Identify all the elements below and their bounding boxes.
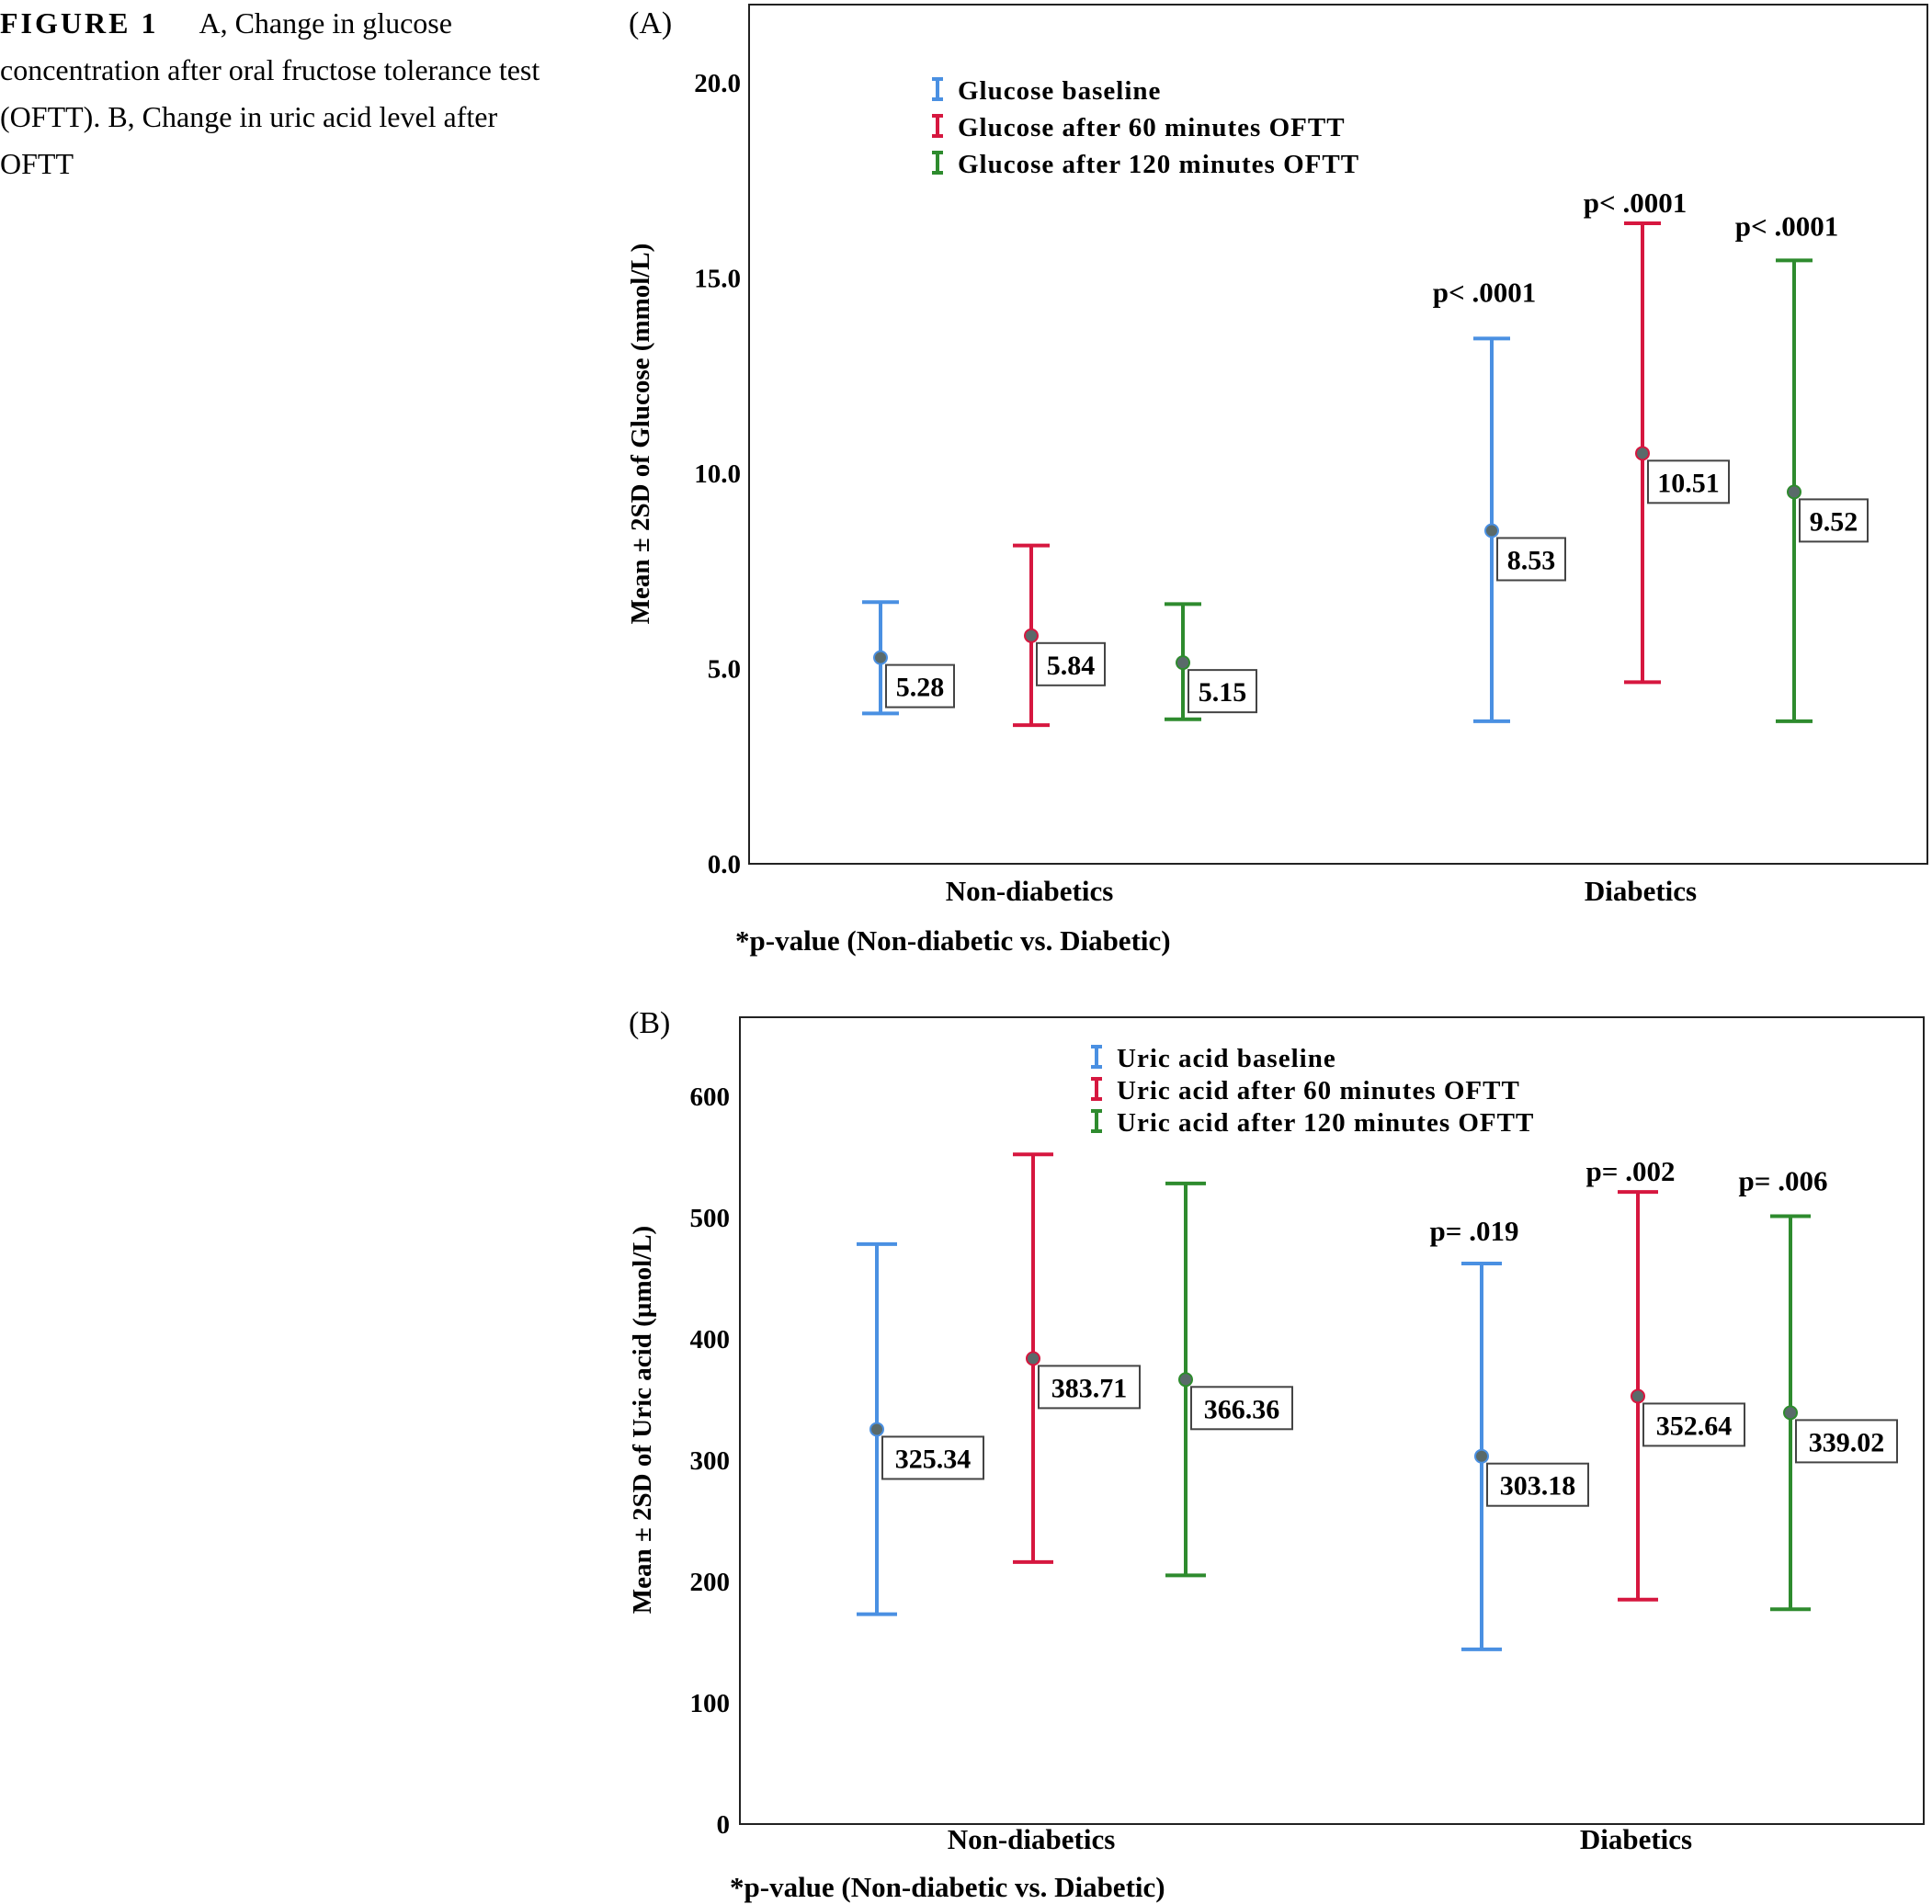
mean-point	[869, 1422, 884, 1437]
data-label-box	[1038, 1365, 1141, 1410]
errorbar-min60: 5.84	[1013, 543, 1106, 728]
y-tick-label: 0.0	[708, 850, 741, 879]
y-tick-label: 20.0	[694, 69, 741, 98]
panel-label: (B)	[629, 1006, 670, 1040]
data-label: 325.34	[895, 1444, 972, 1474]
x-category-label: Non-diabetics	[946, 875, 1114, 907]
data-label-box	[885, 663, 955, 708]
legend-item: Glucose after 60 minutes OFTT	[932, 113, 1346, 142]
y-tick-label: 200	[690, 1568, 731, 1597]
data-label: 8.53	[1507, 545, 1556, 575]
data-label-box	[1486, 1462, 1589, 1507]
x-category-label: Diabetics	[1580, 1823, 1692, 1855]
x-category-label: Diabetics	[1585, 875, 1697, 907]
y-tick-label: 5.0	[708, 655, 741, 685]
y-tick-label: 100	[690, 1689, 731, 1718]
data-label: 9.52	[1810, 506, 1858, 537]
data-label: 5.15	[1199, 677, 1247, 708]
x-category-label: Non-diabetics	[948, 1823, 1116, 1855]
mean-point	[1178, 1372, 1193, 1388]
data-label-box	[881, 1435, 984, 1480]
errorbar-baseline: 325.34	[857, 1241, 984, 1616]
y-tick-label: 600	[690, 1082, 731, 1112]
figure-label: FIGURE 1	[0, 6, 159, 40]
p-value-label: p= .002	[1586, 1155, 1676, 1187]
p-value-label: p< .0001	[1433, 276, 1536, 308]
legend-label: Glucose after 60 minutes OFTT	[958, 113, 1346, 142]
data-label: 383.71	[1051, 1373, 1128, 1403]
errorbar-min120: 339.02 p= .006	[1739, 1165, 1898, 1612]
data-label: 352.64	[1656, 1411, 1733, 1441]
mean-point	[1026, 1351, 1040, 1366]
y-tick-label: 500	[690, 1204, 731, 1233]
figure-caption: FIGURE 1 A, Change in glucose concentrati…	[0, 0, 551, 187]
legend-label: Uric acid after 60 minutes OFTT	[1117, 1076, 1520, 1105]
data-label-box	[1795, 1419, 1898, 1464]
p-value-label: p= .006	[1739, 1165, 1828, 1197]
legend-label: Glucose baseline	[958, 76, 1161, 106]
plot-frame	[739, 1016, 1925, 1825]
panel-label: (A)	[629, 6, 672, 40]
legend-label: Glucose after 120 minutes OFTT	[958, 150, 1359, 179]
errorbar-min60: 383.71	[1013, 1152, 1141, 1564]
legend-label: Uric acid after 120 minutes OFTT	[1117, 1108, 1534, 1138]
errorbar-min60: 352.64 p= .002	[1586, 1155, 1745, 1602]
mean-point	[1787, 484, 1801, 500]
legend-item: Glucose after 120 minutes OFTT	[932, 150, 1359, 179]
legend-item: Uric acid after 120 minutes OFTT	[1091, 1108, 1534, 1138]
data-label: 10.51	[1657, 468, 1720, 498]
data-label: 303.18	[1500, 1471, 1576, 1502]
errorbar-min120: 366.36	[1165, 1181, 1293, 1578]
errorbar-baseline: 8.53 p< .0001	[1433, 276, 1566, 723]
data-label-box	[1036, 641, 1106, 686]
plot-frame	[748, 4, 1928, 865]
y-tick-label: 10.0	[694, 459, 741, 489]
data-label: 366.36	[1204, 1394, 1280, 1424]
errorbar-min120: 5.15	[1165, 602, 1257, 721]
mean-point	[1783, 1405, 1798, 1421]
p-value-label: p= .019	[1430, 1215, 1519, 1247]
p-value-label: p< .0001	[1584, 187, 1687, 219]
y-tick-label: 15.0	[694, 265, 741, 294]
legend-item: Uric acid after 60 minutes OFTT	[1091, 1076, 1520, 1105]
y-tick-label: 0	[717, 1810, 731, 1840]
caption-text: A, Change in glucose concentration after…	[0, 6, 540, 180]
legend-label: Uric acid baseline	[1117, 1044, 1336, 1073]
data-label-box	[1799, 498, 1869, 543]
data-label-box	[1190, 1386, 1293, 1431]
data-label-box	[1496, 537, 1566, 582]
p-value-footnote: *p-value (Non-diabetic vs. Diabetic)	[735, 924, 1171, 957]
mean-point	[1484, 523, 1499, 538]
chart-panel-b: (B) 0 100 200 300 400 500 600 Mean ± 2SD of Uric…	[628, 1006, 1925, 1903]
data-label: 339.02	[1809, 1427, 1885, 1457]
data-label: 5.84	[1047, 651, 1096, 681]
y-tick-label: 400	[690, 1325, 731, 1354]
legend-item: Uric acid baseline	[1091, 1044, 1336, 1073]
data-label-box	[1642, 1402, 1745, 1447]
mean-point	[1024, 628, 1039, 643]
p-value-label: p< .0001	[1735, 210, 1838, 242]
y-tick-label: 300	[690, 1446, 731, 1476]
y-axis-label: Mean ± 2SD of Uric acid (µmol/L)	[628, 1226, 657, 1614]
p-value-footnote: *p-value (Non-diabetic vs. Diabetic)	[730, 1871, 1165, 1903]
mean-point	[1474, 1448, 1489, 1464]
legend-item: Glucose baseline	[932, 76, 1161, 106]
errorbar-baseline: 303.18 p= .019	[1430, 1215, 1589, 1651]
errorbar-min120: 9.52 p< .0001	[1735, 210, 1869, 723]
errorbar-min60: 10.51 p< .0001	[1584, 187, 1730, 685]
data-label-box	[1188, 669, 1257, 714]
mean-point	[1631, 1388, 1645, 1404]
chart-panel-a: (A) 0.0 5.0 10.0 15.0 20.0 Mean ± 2SD of Gluco…	[626, 4, 1928, 957]
mean-point	[1635, 446, 1650, 461]
data-label: 5.28	[896, 673, 945, 703]
y-axis-label: Mean ± 2SD of Glucose (mmol/L)	[626, 244, 655, 625]
errorbar-baseline: 5.28	[862, 600, 955, 716]
data-label-box	[1647, 459, 1730, 504]
mean-point	[1176, 655, 1190, 671]
mean-point	[873, 650, 888, 665]
